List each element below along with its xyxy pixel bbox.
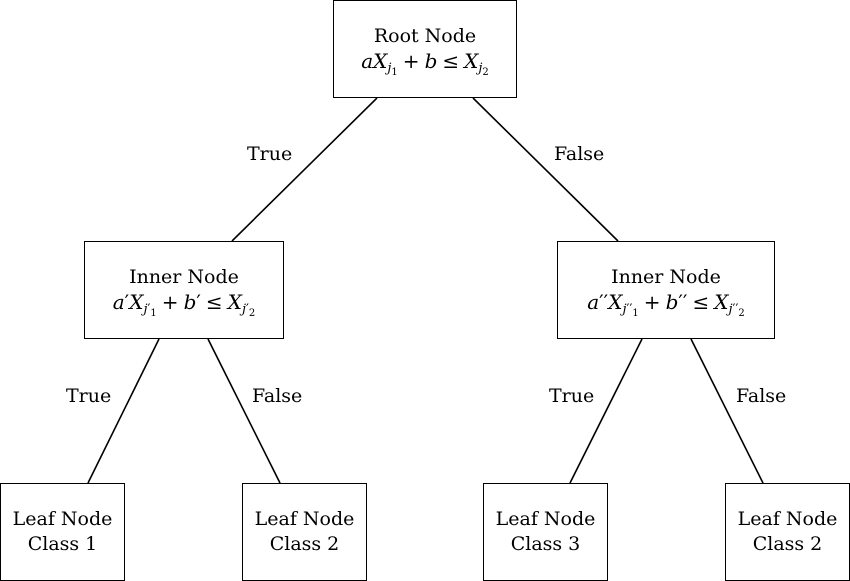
edge-label-right-false: False — [736, 385, 787, 407]
root-node: Root Node aXj1 + b ≤ Xj2 — [333, 0, 517, 98]
root-node-formula: aXj1 + b ≤ Xj2 — [361, 49, 489, 78]
leaf-node-4-title: Leaf Node — [737, 508, 838, 530]
leaf-node-1: Leaf Node Class 1 — [0, 483, 125, 581]
leaf-node-4: Leaf Node Class 2 — [725, 483, 850, 581]
edge-inner-right-to-leaf-3 — [569, 338, 643, 484]
leaf-node-3-class: Class 3 — [510, 533, 581, 555]
leaf-node-3: Leaf Node Class 3 — [483, 483, 608, 581]
edge-label-left-false: False — [252, 385, 303, 407]
edge-root-to-inner-right — [472, 97, 619, 242]
edge-inner-left-to-leaf-2 — [207, 338, 281, 484]
inner-node-right: Inner Node a′′Xj′′1 + b′′ ≤ Xj′′2 — [557, 241, 775, 339]
root-node-title: Root Node — [373, 25, 477, 47]
edge-root-to-inner-left — [231, 97, 378, 242]
inner-node-right-title: Inner Node — [611, 266, 721, 288]
inner-node-left-formula: a′Xj′1 + b′ ≤ Xj′2 — [112, 290, 256, 319]
inner-node-left: Inner Node a′Xj′1 + b′ ≤ Xj′2 — [84, 241, 284, 339]
edge-inner-right-to-leaf-4 — [690, 338, 764, 484]
edge-label-left-true: True — [66, 385, 112, 407]
leaf-node-2-class: Class 2 — [269, 533, 340, 555]
edge-label-root-true: True — [247, 143, 293, 165]
edge-inner-left-to-leaf-1 — [87, 338, 160, 484]
leaf-node-4-class: Class 2 — [752, 533, 823, 555]
edge-label-root-false: False — [554, 143, 605, 165]
leaf-node-3-title: Leaf Node — [495, 508, 596, 530]
inner-node-right-formula: a′′Xj′′1 + b′′ ≤ Xj′′2 — [587, 290, 745, 319]
inner-node-left-title: Inner Node — [129, 266, 239, 288]
leaf-node-2-title: Leaf Node — [254, 508, 355, 530]
leaf-node-2: Leaf Node Class 2 — [242, 483, 367, 581]
edge-label-right-true: True — [549, 385, 595, 407]
leaf-node-1-class: Class 1 — [27, 533, 98, 555]
leaf-node-1-title: Leaf Node — [12, 508, 113, 530]
